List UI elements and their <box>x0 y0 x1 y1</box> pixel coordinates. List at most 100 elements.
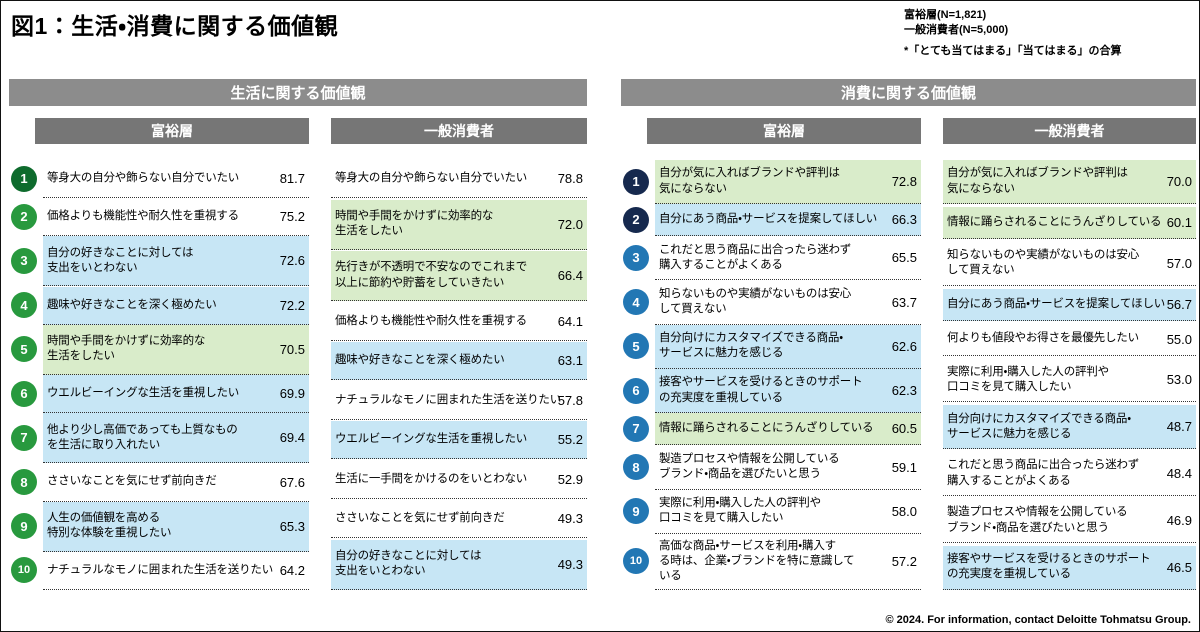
section-life: 生活に関する価値観富裕層 1 等身大の自分や飾らない自分でいたい 81.7 2 価格よりも… <box>9 79 587 590</box>
item-text: 自分の好きなことに対しては 支出をいとわない <box>335 550 482 578</box>
ranking-row: 10 ナチュラルなモノに囲まれた生活を送りたい 64.2 <box>11 552 309 590</box>
ranking-list: 等身大の自分や飾らない自分でいたい 78.8 時間や手間をかけずに効率的な 生活をし… <box>331 160 587 590</box>
item-value: 49.3 <box>557 511 583 527</box>
rank-badge: 3 <box>623 244 649 271</box>
item-value: 63.7 <box>891 294 917 310</box>
item-text: 等身大の自分や飾らない自分でいたい <box>335 171 528 184</box>
ranking-row: 知らないものや実績がないものは安心 して買えない 57.0 <box>943 242 1196 286</box>
ranking-row: 情報に踊らされることにうんざりしている 60.1 <box>943 206 1196 239</box>
column-header-general: 一般消費者 <box>331 118 587 144</box>
item-text: 情報に踊らされることにうんざりしている <box>947 215 1162 228</box>
ranking-row: 価格よりも機能性や耐久性を重視する 64.1 <box>331 303 587 341</box>
item-text: 他より少し高価であっても上質なもの を生活に取り入れたい <box>47 423 238 451</box>
section-consumption: 消費に関する価値観 富裕層 1 自分が気に入ればブランドや評判は 気にならない 72.8… <box>621 79 1196 590</box>
ranking-row: 3 自分の好きなことに対しては 支出をいとわない 72.6 <box>11 236 309 287</box>
rank-badge: 6 <box>623 377 649 404</box>
item-text: ささいなことを気にせず前向きだ <box>47 475 217 488</box>
item-value: 59.1 <box>891 459 917 475</box>
item-text: 自分が気に入ればブランドや評判は 気にならない <box>659 167 840 195</box>
item-text: 製造プロセスや情報を公開している ブランド・商品を選びたいと思う <box>659 452 840 481</box>
ranking-row: 2 自分にあう商品・サービスを提案してほしい 66.3 <box>623 204 921 237</box>
rank-badge: 4 <box>11 292 37 319</box>
ranking-row: 8 ささいなことを気にせず前向きだ 67.6 <box>11 464 309 502</box>
ranking-row: 7 情報に踊らされることにうんざりしている 60.5 <box>623 413 921 446</box>
item-value: 55.2 <box>557 432 583 448</box>
item-value: 75.2 <box>279 209 305 225</box>
ranking-list: 1 自分が気に入ればブランドや評判は 気にならない 72.8 2 自分にあう商品・サービ… <box>623 160 921 590</box>
ranking-row: 7 他より少し高価であっても上質なもの を生活に取り入れたい 69.4 <box>11 413 309 464</box>
column-header-wealthy: 富裕層 <box>647 118 921 144</box>
item-value: 70.0 <box>1166 174 1192 189</box>
sample-size-notes: 富裕層(N=1,821) 一般消費者(N=5,000) *「とても当てはまる」「… <box>904 8 1121 59</box>
ranking-row: 趣味や好きなことを深く極めたい 63.1 <box>331 342 587 381</box>
item-value: 69.4 <box>279 430 305 446</box>
ranking-row: 実際に利用・購入した人の評判や 口コミを見て購入したい 53.0 <box>943 358 1196 403</box>
rank-badge: 2 <box>623 206 649 233</box>
column-header-wealthy: 富裕層 <box>35 118 309 144</box>
ranking-row: 自分向けにカスタマイズできる商品・ サービスに魅力を感じる 48.7 <box>943 405 1196 450</box>
item-text: 接客やサービスを受けるときのサポート の充実度を重視している <box>659 376 863 404</box>
ranking-row: ウエルビーイングな生活を重視したい 55.2 <box>331 421 587 460</box>
ranking-list: 自分が気に入ればブランドや評判は 気にならない 70.0 情報に踊らされることにうん… <box>943 160 1196 590</box>
item-value: 62.3 <box>891 383 917 399</box>
item-value: 46.5 <box>1166 559 1192 575</box>
item-text: 何よりも値段やお得さを最優先したい <box>947 332 1139 345</box>
item-value: 62.6 <box>891 338 917 354</box>
item-value: 72.8 <box>891 174 917 189</box>
ranking-row: 等身大の自分や飾らない自分でいたい 78.8 <box>331 160 587 198</box>
copyright-notice: © 2024. For information, contact Deloitt… <box>885 614 1191 626</box>
item-text: 自分向けにカスタマイズできる商品・ サービスに魅力を感じる <box>947 412 1131 440</box>
item-value: 66.3 <box>891 212 917 228</box>
item-text: ウエルビーイングな生活を重視したい <box>335 433 528 446</box>
item-text: 自分にあう商品・サービスを提案してほしい <box>659 213 878 226</box>
rank-badge: 9 <box>623 498 649 525</box>
item-value: 78.8 <box>557 171 583 186</box>
item-value: 48.4 <box>1166 466 1192 482</box>
rank-badge: 10 <box>11 557 37 584</box>
rank-badge: 5 <box>11 336 37 363</box>
item-value: 72.0 <box>557 216 583 232</box>
ranking-row: 5 時間や手間をかけずに効率的な 生活をしたい 70.5 <box>11 324 309 375</box>
section-header-life: 生活に関する価値観 <box>9 79 587 106</box>
item-text: 知らないものや実績がないものは安心 して買えない <box>947 249 1140 277</box>
item-value: 53.0 <box>1166 372 1192 388</box>
item-text: 価格よりも機能性や耐久性を重視する <box>47 210 239 223</box>
item-text: 先行きが不透明で不安なのでこれまで 以上に節約や貯蓄をしていきたい <box>335 261 528 289</box>
item-value: 60.1 <box>1166 214 1192 230</box>
rank-badge: 3 <box>11 247 37 274</box>
rank-badge: 7 <box>11 424 37 451</box>
item-text: 知らないものや実績がないものは安心 して買えない <box>659 287 852 316</box>
column-consumption-general: 一般消費者 自分が気に入ればブランドや評判は 気にならない 70.0 情報に踊らされる… <box>943 118 1196 590</box>
ranking-row: これだと思う商品に出合ったら迷わず 購入することがよくある 48.4 <box>943 452 1196 497</box>
item-value: 57.0 <box>1166 255 1192 271</box>
item-text: 生活に一手間をかけるのをいとわない <box>335 472 528 485</box>
ranking-row: 自分が気に入ればブランドや評判は 気にならない 70.0 <box>943 160 1196 204</box>
columns-life: 富裕層 1 等身大の自分や飾らない自分でいたい 81.7 2 価格よりも機能性や耐久性を重… <box>9 118 587 590</box>
figure-title: 図1：生活・消費に関する価値観 <box>11 13 339 39</box>
item-value: 65.3 <box>279 518 305 534</box>
item-value: 57.8 <box>557 392 583 408</box>
column-header-general: 一般消費者 <box>943 118 1196 144</box>
item-text: これだと思う商品に出合ったら迷わず 購入することがよくある <box>947 459 1140 487</box>
item-value: 60.5 <box>891 421 917 437</box>
item-value: 72.6 <box>279 253 305 269</box>
item-text: ウエルビーイングな生活を重視したい <box>47 387 240 399</box>
item-text: 高価な商品・サービスを利用・購入す る時は、企業・ブランドを特に意識して いる <box>659 539 855 583</box>
ranking-row: 4 趣味や好きなことを深く極めたい 72.2 <box>11 286 309 325</box>
item-text: 等身大の自分や飾らない自分でいたい <box>47 171 240 184</box>
rank-badge: 10 <box>623 548 649 575</box>
ranking-list: 1 等身大の自分や飾らない自分でいたい 81.7 2 価格よりも機能性や耐久性を重視する… <box>11 160 309 590</box>
item-text: 趣味や好きなことを深く極めたい <box>47 298 217 311</box>
item-value: 64.2 <box>279 562 305 578</box>
ranking-row: 10 高価な商品・サービスを利用・購入す る時は、企業・ブランドを特に意識して い… <box>623 534 921 590</box>
item-value: 55.0 <box>1166 331 1192 347</box>
item-value: 64.1 <box>557 313 583 329</box>
rank-badge: 8 <box>623 454 649 481</box>
rank-badge: 7 <box>623 415 649 442</box>
item-value: 58.0 <box>891 503 917 519</box>
ranking-row: ささいなことを気にせず前向きだ 49.3 <box>331 500 587 539</box>
note-general-sample: 一般消費者(N=5,000) <box>904 24 1009 37</box>
item-text: 趣味や好きなことを深く極めたい <box>335 354 505 367</box>
item-value: 57.2 <box>891 553 917 569</box>
